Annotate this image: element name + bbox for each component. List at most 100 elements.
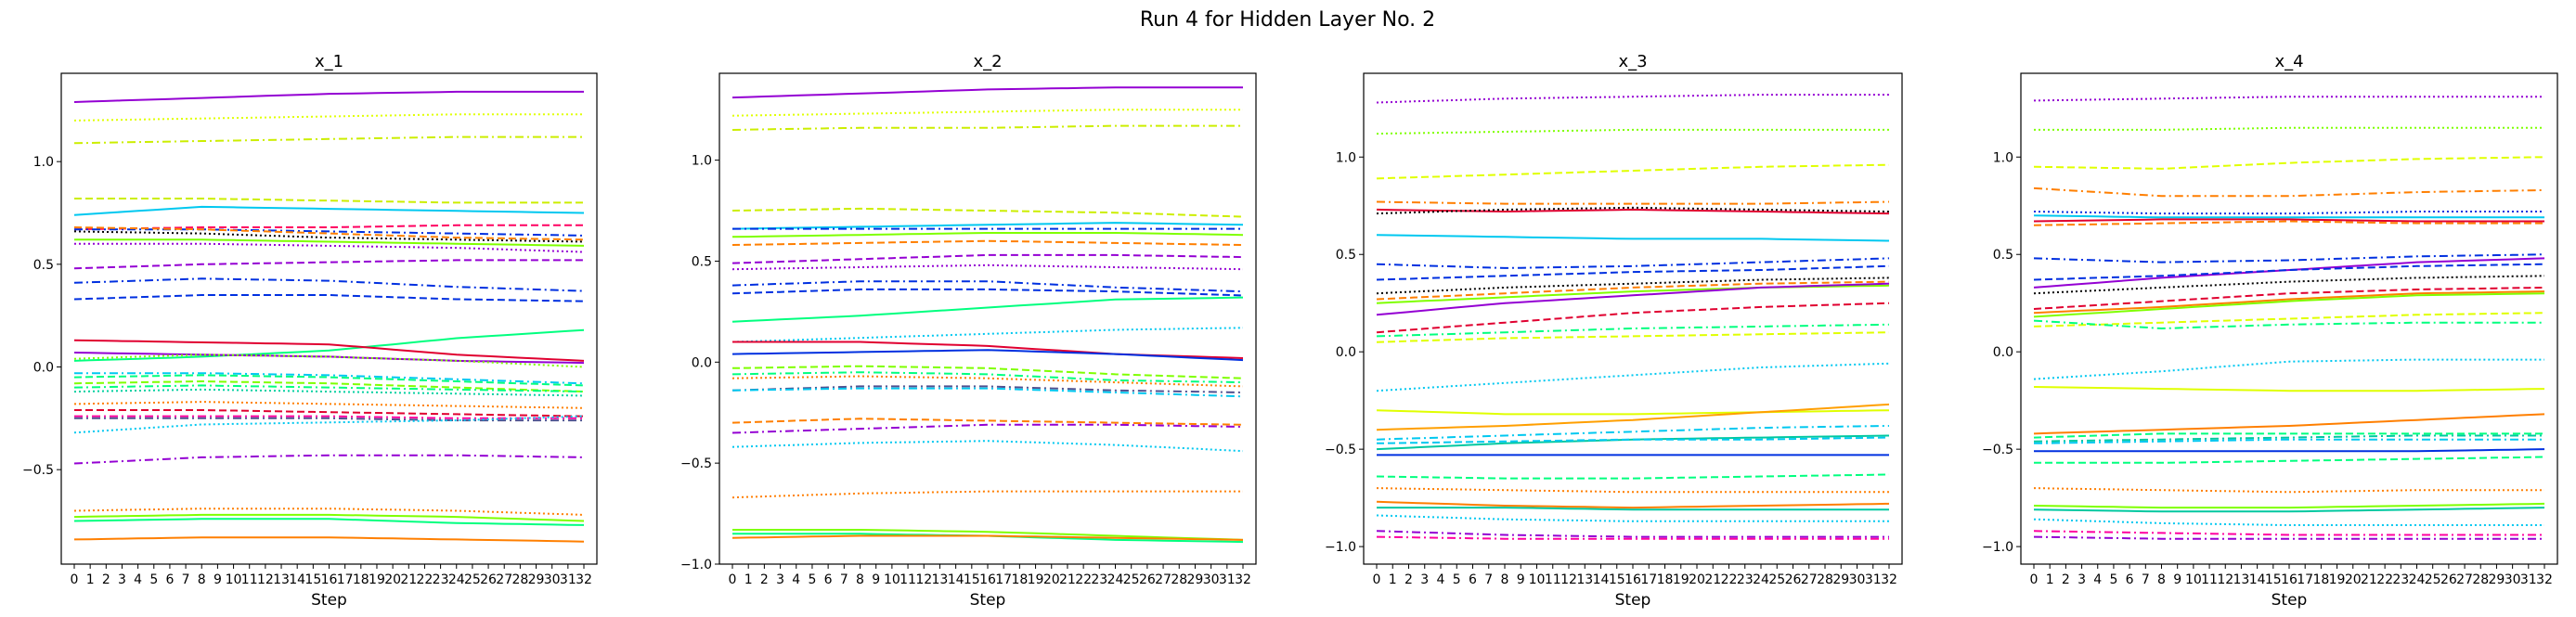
series-line <box>2034 456 2545 464</box>
series-line <box>731 109 1243 117</box>
x-tick-label: 17 <box>995 572 1012 587</box>
x-tick-label: 10 <box>1529 572 1546 587</box>
x-tick-label: 26 <box>1139 572 1156 587</box>
x-tick-label: 8 <box>198 572 206 587</box>
x-tick-label: 23 <box>433 572 449 587</box>
x-tick-label: 17 <box>1640 572 1657 587</box>
x-tick-label: 4 <box>134 572 142 587</box>
x-tick-label: 14 <box>2249 572 2266 587</box>
x-tick-label: 10 <box>2185 572 2202 587</box>
x-tick-label: 20 <box>384 572 401 587</box>
series-line <box>2033 211 2544 215</box>
series-line <box>1376 473 1890 480</box>
series-line <box>731 222 1244 230</box>
series-line <box>2033 530 2544 536</box>
x-tick-label: 9 <box>214 572 222 587</box>
x-tick-label: 24 <box>448 572 465 587</box>
panel-title: x_1 <box>315 52 343 71</box>
x-tick-label: 25 <box>464 572 481 587</box>
x-tick-label: 13 <box>932 572 949 587</box>
y-tick-label: 0.0 <box>33 361 54 376</box>
series-line <box>74 228 585 237</box>
series-line <box>73 454 585 465</box>
x-tick-label: 21 <box>1059 572 1076 587</box>
x-axis-label: Step <box>311 591 347 610</box>
x-tick-label: 16 <box>979 572 996 587</box>
x-axis-label: Step <box>1615 591 1651 610</box>
x-tick-label: 21 <box>2361 572 2377 587</box>
x-tick-label: 11 <box>241 572 258 587</box>
y-tick-label: 1.0 <box>33 155 54 170</box>
x-tick-label: 14 <box>289 572 305 587</box>
series-line <box>2033 96 2544 102</box>
x-tick-label: 25 <box>2425 572 2441 587</box>
series-line <box>2034 448 2545 453</box>
series-line <box>731 296 1244 323</box>
x-tick-label: 14 <box>948 572 964 587</box>
series-line <box>2033 156 2545 170</box>
series-line <box>1376 530 1889 538</box>
series-line <box>2033 257 2545 289</box>
series-line <box>73 384 585 393</box>
x-tick-label: 26 <box>2440 572 2457 587</box>
x-tick-label: 11 <box>900 572 916 587</box>
x-tick-label: 13 <box>2233 572 2250 587</box>
series-line <box>1376 276 1890 295</box>
x-tick-label: 27 <box>496 572 512 587</box>
x-tick-label: 5 <box>808 572 816 587</box>
x-tick-label: 18 <box>1657 572 1674 587</box>
x-tick-label: 19 <box>2329 572 2346 587</box>
series-line <box>731 440 1244 453</box>
x-tick-label: 22 <box>1075 572 1092 587</box>
x-tick-label: 24 <box>2409 572 2426 587</box>
x-tick-label: 32 <box>1881 572 1897 587</box>
series-line <box>1376 514 1889 522</box>
x-tick-label: 26 <box>1785 572 1802 587</box>
x-tick-label: 1 <box>1389 572 1397 587</box>
x-tick-label: 3 <box>776 572 784 587</box>
panel-4: x_4−1.0−0.50.00.51.00 1 2 3 4 5 6 7 8 9 10 11 12 13 14… <box>1982 52 2558 610</box>
series-line <box>1376 487 1889 494</box>
series-line <box>73 230 585 243</box>
x-tick-label: 1 <box>2046 572 2054 587</box>
y-tick-label: 0.5 <box>1993 248 2013 263</box>
series-line <box>73 513 585 522</box>
series-line <box>2033 286 2545 310</box>
x-tick-label: 22 <box>2376 572 2393 587</box>
series-line <box>1376 323 1890 338</box>
series-line <box>2033 263 2545 281</box>
series-line <box>2033 487 2544 494</box>
series-line <box>1376 264 1890 281</box>
x-tick-label: 1 <box>86 572 95 587</box>
x-tick-label: 27 <box>1801 572 1818 587</box>
x-tick-label: 4 <box>792 572 800 587</box>
x-tick-label: 6 <box>1469 572 1477 587</box>
series-line <box>1376 234 1890 242</box>
y-tick-label: 0.5 <box>33 258 54 273</box>
series-line <box>73 339 585 362</box>
series-line <box>73 353 585 368</box>
x-tick-label: 14 <box>1593 572 1610 587</box>
series-line <box>2033 535 2544 540</box>
x-tick-label: 1 <box>744 572 753 587</box>
series-line <box>74 198 584 204</box>
x-tick-label: 29 <box>528 572 545 587</box>
x-tick-label: 18 <box>353 572 369 587</box>
series-line <box>1376 208 1890 215</box>
series-line <box>2033 214 2544 219</box>
series-line <box>1376 206 1890 215</box>
series-line <box>2033 386 2545 392</box>
y-tick-label: 1.0 <box>1336 150 1356 165</box>
y-tick-label: −0.5 <box>22 463 54 478</box>
series-line <box>1376 535 1889 540</box>
x-axis-label: Step <box>970 591 1006 610</box>
x-tick-label: 13 <box>273 572 290 587</box>
x-tick-label: 3 <box>118 572 126 587</box>
x-tick-label: 5 <box>2109 572 2117 587</box>
series-line <box>73 379 585 393</box>
series-line <box>731 423 1244 434</box>
series-line <box>2033 275 2545 295</box>
series-line <box>731 207 1244 218</box>
series-line <box>73 508 585 516</box>
